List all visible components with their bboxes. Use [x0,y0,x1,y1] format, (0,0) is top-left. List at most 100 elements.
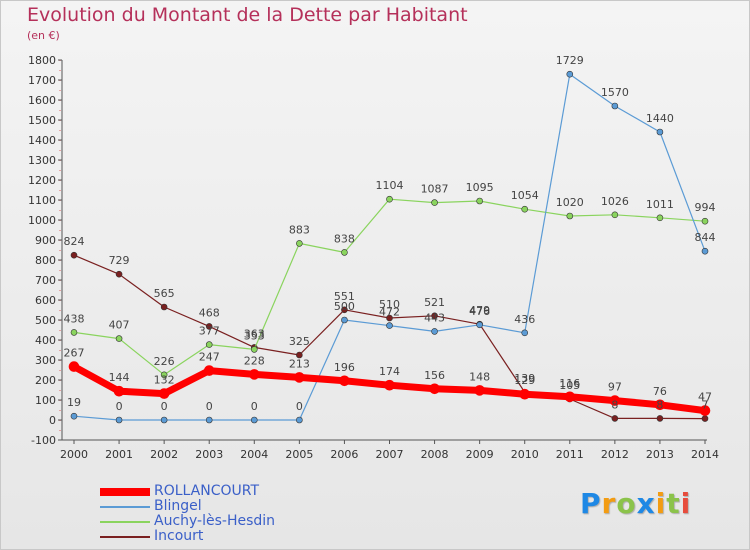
x-tick-label: 2013 [646,448,674,461]
data-point-blingel [656,128,664,136]
data-label-rollancourt: 267 [64,347,85,360]
data-label-auchy-l-s-hesdin: 1011 [646,198,674,211]
data-label-incourt: 325 [289,335,310,348]
y-tick-label: 1500 [28,114,56,127]
data-label-blingel: 472 [379,306,400,319]
data-label-rollancourt: 213 [289,357,310,370]
x-tick-label: 2003 [195,448,223,461]
x-tick-label: 2000 [60,448,88,461]
x-tick-label: 2008 [421,448,449,461]
data-label-auchy-l-s-hesdin: 377 [199,325,220,338]
data-label-incourt: 468 [199,306,220,319]
x-tick-label: 2010 [511,448,539,461]
data-label-blingel: 0 [251,400,258,413]
x-tick-label: 2012 [601,448,629,461]
data-label-blingel: 443 [424,311,445,324]
data-point-blingel [341,316,348,324]
y-tick-label: 100 [35,394,56,407]
data-point-rollancourt [203,365,215,376]
data-label-incourt: 729 [109,254,130,267]
data-point-blingel [296,416,303,424]
y-tick-label: 1000 [28,214,56,227]
logo-letter: o [616,487,637,520]
data-point-rollancourt [248,369,260,380]
x-tick-label: 2002 [150,448,178,461]
data-label-blingel: 1440 [646,112,674,125]
y-tick-label: 1300 [28,154,56,167]
y-tick-label: 800 [35,254,56,267]
data-point-incourt [701,415,709,422]
legend-label: Blingel [154,498,202,514]
data-label-rollancourt: 132 [154,374,175,387]
data-point-rollancourt [68,361,80,372]
data-label-rollancourt: 47 [698,391,712,404]
data-label-rollancourt: 156 [424,369,445,382]
data-label-blingel: 0 [296,400,303,413]
legend-label: Incourt [154,528,204,544]
data-point-auchy-l-s-hesdin [160,371,168,379]
y-tick-label: 600 [35,294,56,307]
legend-label: ROLLANCOURT [154,483,260,499]
data-point-rollancourt [699,405,711,416]
data-label-blingel: 0 [161,400,168,413]
data-label-blingel: 436 [514,313,535,326]
data-point-rollancourt [429,383,440,395]
data-point-auchy-l-s-hesdin [115,335,123,342]
data-label-blingel: 844 [695,231,716,244]
data-point-auchy-l-s-hesdin [341,249,348,256]
data-point-incourt [656,415,664,422]
data-label-incourt: 139 [514,372,535,385]
legend-item: Blingel [100,498,360,514]
legend-swatch [100,488,150,496]
data-label-incourt: 551 [334,290,355,303]
logo-letter: i [680,487,692,520]
x-tick-label: 2011 [556,448,584,461]
data-point-auchy-l-s-hesdin [70,329,78,336]
y-tick-label: 1100 [28,194,56,207]
y-tick-label: 500 [35,314,56,327]
chart-title: Evolution du Montant de la Dette par Hab… [27,4,468,26]
data-point-auchy-l-s-hesdin [250,346,258,353]
data-point-incourt [431,312,438,320]
y-tick-label: 200 [35,374,56,387]
data-point-incourt [160,303,168,311]
x-tick-label: 2004 [240,448,268,461]
x-tick-label: 2001 [105,448,133,461]
data-point-blingel [701,247,709,255]
x-tick-label: 2005 [285,448,313,461]
data-point-blingel [566,70,574,78]
data-point-rollancourt [158,388,170,399]
y-tick-label: 300 [35,354,56,367]
data-point-blingel [115,416,123,424]
y-tick-label: 700 [35,274,56,287]
x-tick-label: 2007 [376,448,404,461]
data-point-auchy-l-s-hesdin [701,217,709,225]
data-label-auchy-l-s-hesdin: 353 [244,329,265,342]
data-label-incourt: 363 [244,327,265,340]
data-label-incourt: 510 [379,298,400,311]
data-point-rollancourt [113,385,125,397]
data-point-auchy-l-s-hesdin [521,205,529,213]
data-label-rollancourt: 97 [608,381,622,394]
logo-letter: i [655,487,667,520]
data-point-blingel [70,412,78,420]
data-label-rollancourt: 144 [109,371,130,384]
data-label-rollancourt: 228 [244,354,265,367]
data-point-incourt [341,306,348,314]
data-point-blingel [250,416,258,424]
logo-letter: P [580,487,602,520]
x-tick-label: 2009 [466,448,494,461]
data-point-blingel [431,328,438,335]
chart-unit: (en €) [27,29,60,42]
legend-swatch [100,536,150,538]
y-tick-label: 1700 [28,74,56,87]
data-label-blingel: 1729 [556,54,584,67]
data-point-blingel [160,416,168,424]
data-label-auchy-l-s-hesdin: 1020 [556,196,584,209]
data-label-incourt: 521 [424,296,445,309]
data-point-rollancourt [294,372,305,383]
data-point-blingel [521,329,529,337]
data-label-incourt: 479 [469,304,490,317]
